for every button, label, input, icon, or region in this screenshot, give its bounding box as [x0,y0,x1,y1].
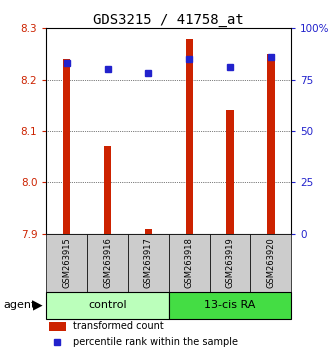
Text: GSM263918: GSM263918 [185,238,194,288]
Bar [169,234,210,292]
Text: GSM263920: GSM263920 [266,238,275,288]
Bar [226,110,234,234]
Bar [169,292,291,319]
Text: ▶: ▶ [33,299,43,312]
Text: GSM263916: GSM263916 [103,238,112,288]
Text: GSM263919: GSM263919 [225,238,235,288]
Bar [49,322,66,331]
Bar [145,229,152,234]
Bar [210,234,251,292]
Text: GSM263917: GSM263917 [144,238,153,288]
Bar [186,39,193,234]
Text: 13-cis RA: 13-cis RA [204,300,256,310]
Bar [267,54,274,234]
Text: GSM263915: GSM263915 [62,238,71,288]
Title: GDS3215 / 41758_at: GDS3215 / 41758_at [93,13,244,27]
Bar [63,59,71,234]
Text: agent: agent [3,300,36,310]
Bar [46,234,87,292]
Bar [104,146,111,234]
Bar [251,234,291,292]
Bar [46,292,169,319]
Text: transformed count: transformed count [73,321,164,331]
Bar [87,234,128,292]
Text: control: control [88,300,127,310]
Text: percentile rank within the sample: percentile rank within the sample [73,337,238,348]
Bar [128,234,169,292]
